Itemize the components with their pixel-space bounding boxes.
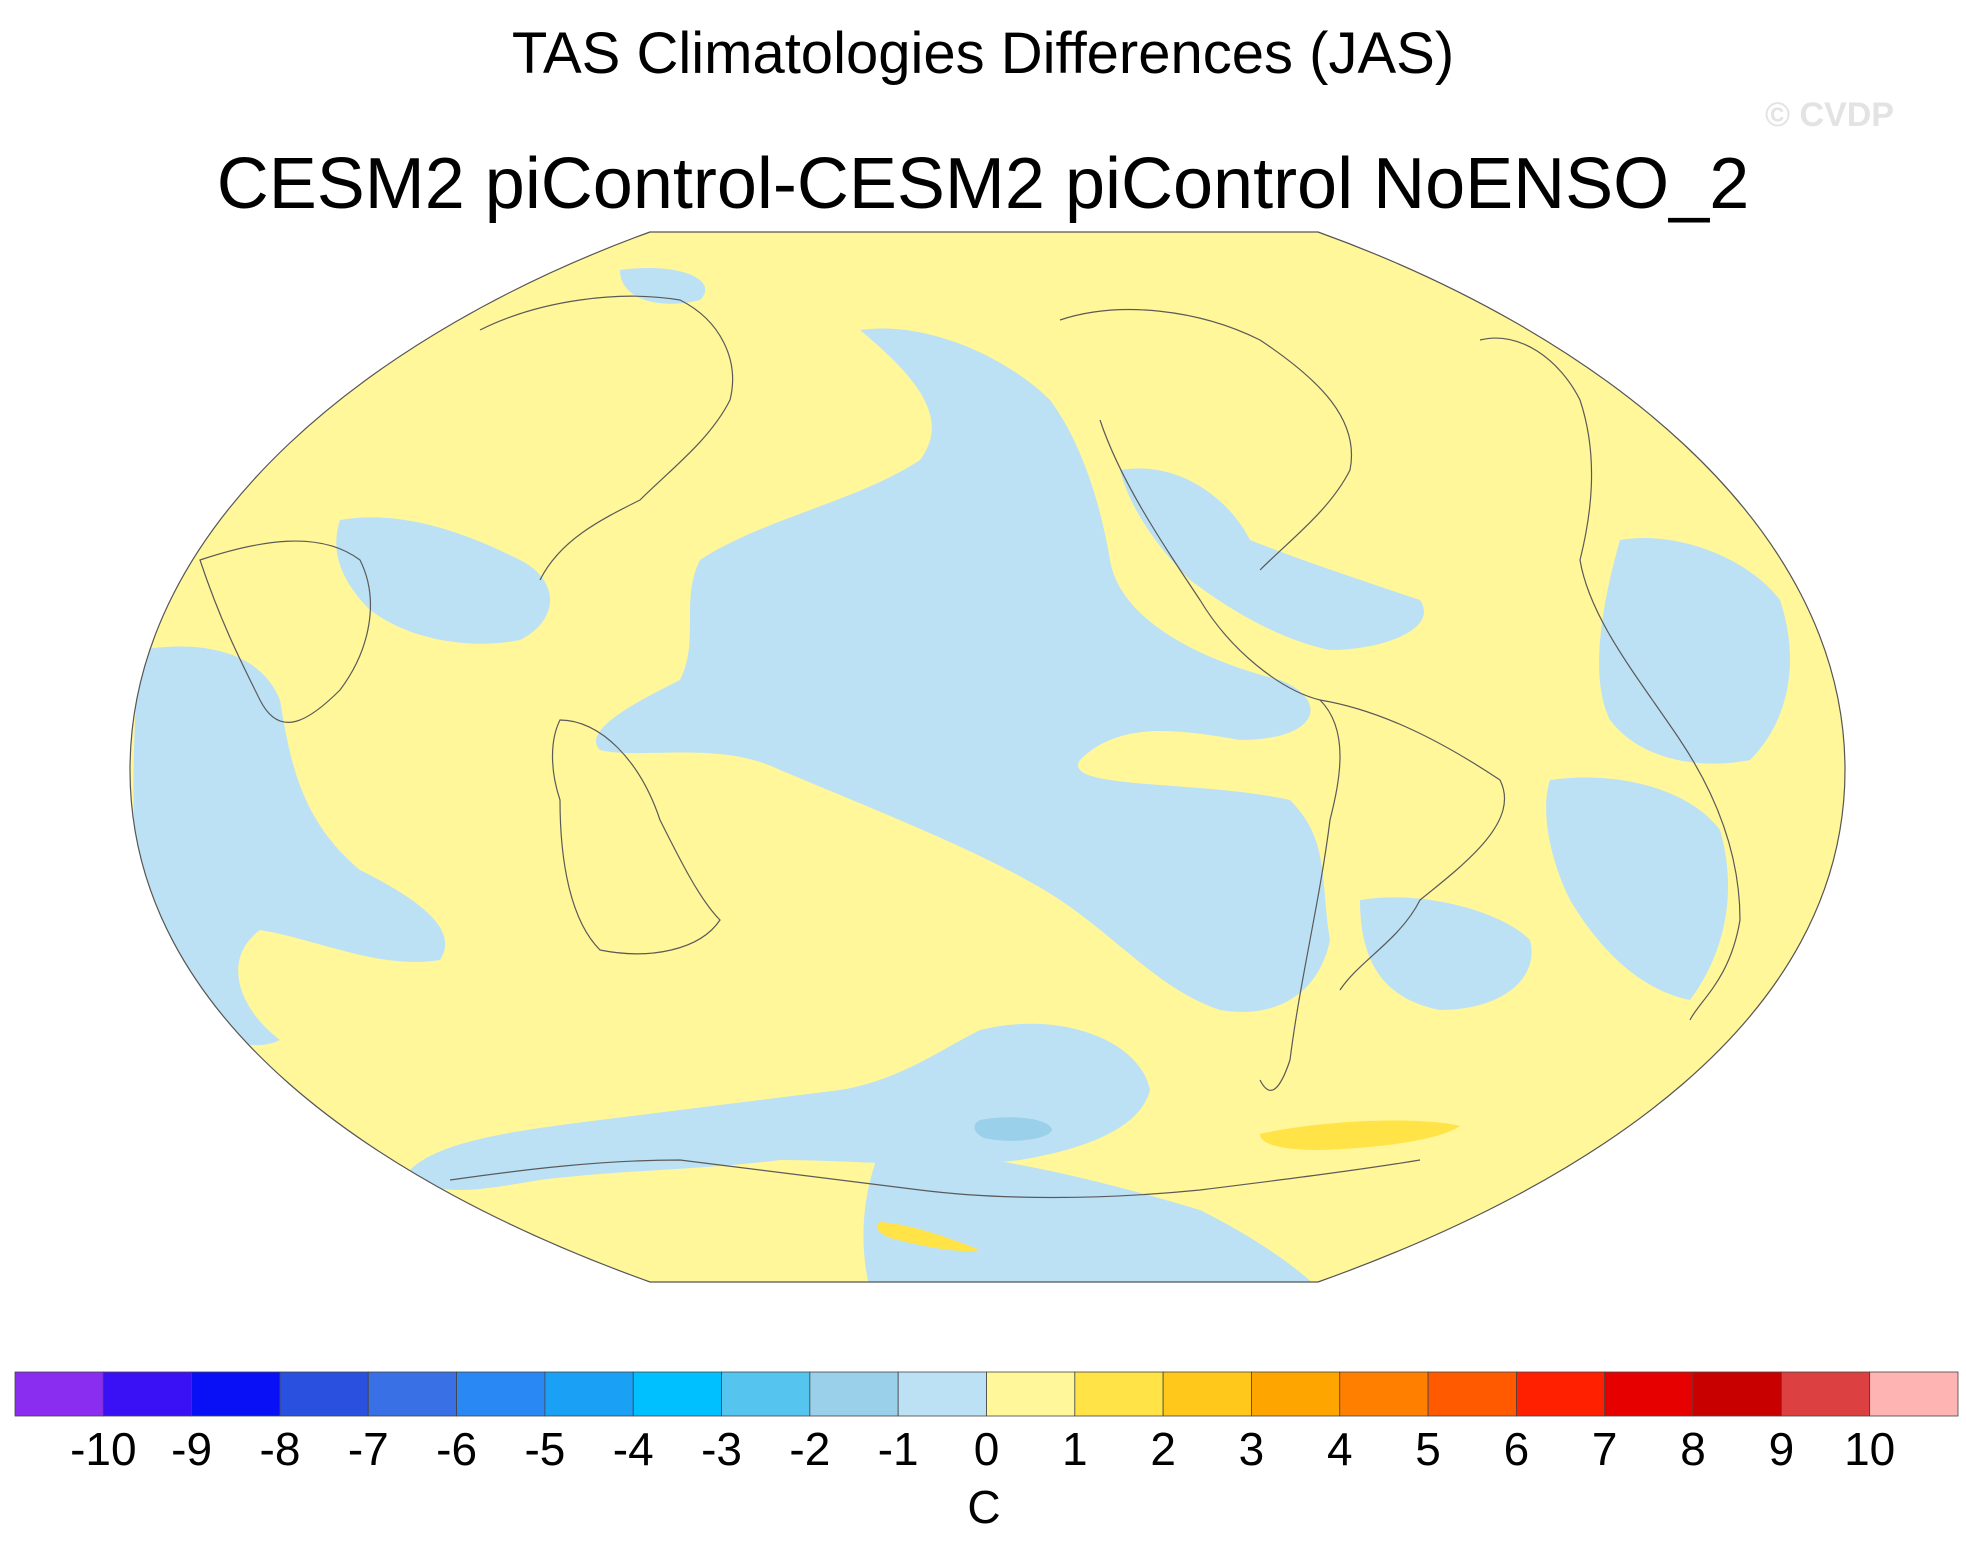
watermark: © CVDP	[1765, 96, 1894, 134]
colorbar-swatch	[279, 1371, 369, 1417]
pacific-cool-core	[974, 1117, 1052, 1141]
south-atlantic-warm-core	[1260, 1120, 1460, 1150]
indian-ocean-cool	[133, 646, 446, 1046]
colorbar-swatch	[102, 1371, 193, 1417]
chart-subtitle: CESM2 piControl-CESM2 piControl NoENSO_2	[216, 144, 1750, 224]
antarctic-cool	[863, 1150, 1320, 1282]
coastlines	[199, 295, 1741, 1199]
colorbar-swatch	[1869, 1371, 1959, 1417]
colorbar-swatch	[1162, 1371, 1252, 1417]
atlantic-cool	[1599, 538, 1790, 764]
colorbar-swatch	[1339, 1371, 1429, 1417]
colorbar-swatch	[1427, 1371, 1517, 1417]
colorbar	[14, 1371, 1959, 1417]
colorbar-swatch	[897, 1371, 987, 1417]
colorbar-swatch	[1516, 1371, 1606, 1417]
antarctic-warm-core	[876, 1222, 980, 1252]
south-atlantic-cool	[1546, 777, 1729, 1000]
colorbar-swatch	[544, 1371, 634, 1417]
colorbar-swatch	[1251, 1371, 1341, 1417]
map-field	[130, 232, 1845, 1282]
southern-ocean-cool	[410, 1023, 1150, 1190]
colorbar-swatch	[14, 1371, 104, 1417]
colorbar-swatch	[1692, 1371, 1782, 1417]
colorbar-swatch	[1604, 1371, 1694, 1417]
map-border	[129, 231, 1846, 1283]
colorbar-swatch	[1780, 1371, 1871, 1417]
colorbar-swatch	[191, 1371, 281, 1417]
colorbar-swatch	[456, 1371, 546, 1417]
pacific-cool-region	[596, 328, 1330, 1012]
colorbar-swatch	[367, 1371, 457, 1417]
asia-cool	[336, 517, 550, 644]
colorbar-swatch	[632, 1371, 722, 1417]
colorbar-swatch	[721, 1371, 811, 1417]
colorbar-swatch	[986, 1371, 1076, 1417]
arctic-cool	[620, 268, 706, 304]
colorbar-swatch	[809, 1371, 899, 1417]
chart-title: TAS Climatologies Differences (JAS)	[511, 21, 1455, 86]
colorbar-swatch	[1074, 1371, 1164, 1417]
